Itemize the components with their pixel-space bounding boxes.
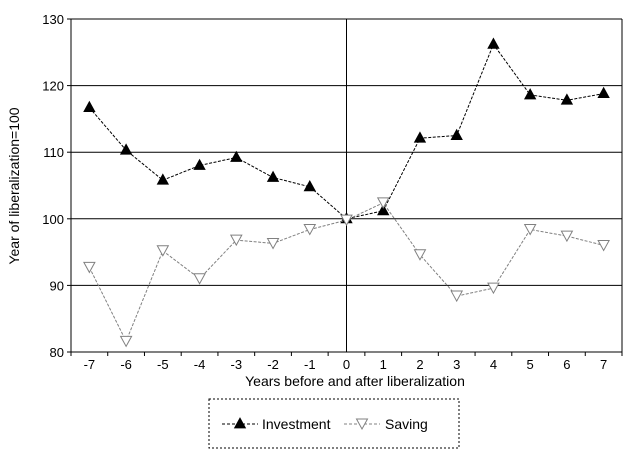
y-tick-labels: 80 90 100 110 120 130 [42, 12, 64, 360]
investment-point [156, 173, 170, 185]
saving-point [450, 290, 464, 303]
investment-point [560, 93, 574, 105]
saving-point [83, 261, 96, 274]
y-tick-label: 100 [42, 212, 64, 227]
x-tick-label: -1 [304, 357, 316, 372]
x-tick-label: 4 [490, 357, 497, 372]
investment-point [487, 37, 500, 49]
legend-saving-marker [355, 418, 369, 431]
legend-investment-marker [233, 417, 247, 429]
y-tick-label: 90 [50, 278, 64, 293]
x-tick-label: 6 [563, 357, 570, 372]
investment-point [523, 88, 537, 100]
investment-point [597, 86, 610, 98]
saving-point [229, 234, 243, 247]
investment-point [450, 128, 463, 140]
x-tick-labels: -7 -6 -5 -4 -3 -2 -1 0 1 2 3 4 5 6 7 [84, 357, 608, 372]
x-tick-label: -3 [231, 357, 243, 372]
x-tick-label: 3 [453, 357, 460, 372]
saving-point [413, 249, 427, 261]
saving-point [119, 335, 133, 348]
investment-point [83, 100, 96, 112]
saving-point [597, 239, 610, 252]
x-tick-label: -5 [157, 357, 169, 372]
saving-point [340, 214, 353, 227]
data-series [83, 37, 610, 348]
y-tick-label: 110 [43, 145, 64, 160]
investment-point [230, 150, 243, 162]
legend: Investment Saving [208, 398, 460, 449]
saving-point [156, 245, 170, 257]
saving-point [303, 223, 317, 236]
saving-point [523, 223, 537, 236]
x-tick-label: -2 [267, 357, 279, 372]
legend-investment-label: Investment [262, 416, 331, 432]
x-tick-label: 1 [380, 357, 387, 372]
saving-point [193, 273, 206, 285]
axes [67, 18, 623, 356]
y-tick-label: 120 [42, 79, 64, 94]
x-tick-label: -4 [194, 357, 206, 372]
saving-point [266, 237, 280, 250]
y-tick-label: 130 [42, 12, 64, 27]
investment-point [266, 170, 280, 182]
investment-point [303, 180, 316, 192]
x-tick-label: 7 [600, 357, 607, 372]
x-axis-title: Years before and after liberalization [245, 373, 465, 389]
y-tick-label: 80 [50, 345, 64, 360]
investment-point [413, 131, 427, 143]
x-tick-label: 0 [343, 357, 350, 372]
legend-box [208, 398, 460, 449]
saving-point [560, 230, 574, 243]
investment-point [119, 143, 133, 155]
x-tick-label: -6 [120, 357, 132, 372]
x-tick-label: 2 [416, 357, 423, 372]
saving-point [487, 282, 500, 295]
saving-point [376, 197, 390, 209]
x-tick-label: 5 [527, 357, 534, 372]
legend-saving-label: Saving [385, 416, 428, 432]
investment-point [377, 203, 390, 216]
x-tick-label: -7 [84, 357, 96, 372]
y-axis-title: Year of liberalization=100 [6, 107, 22, 264]
investment-series-line [89, 43, 604, 220]
investment-point [193, 158, 206, 170]
